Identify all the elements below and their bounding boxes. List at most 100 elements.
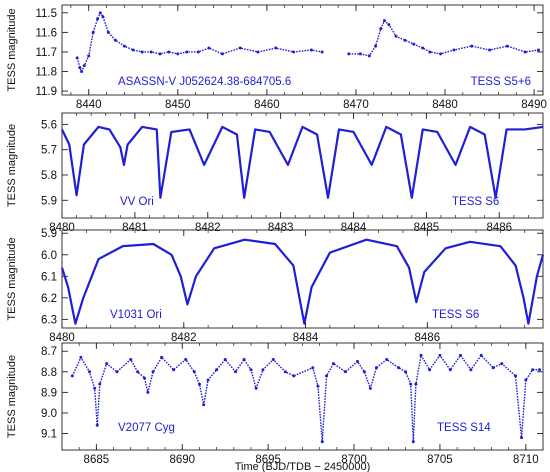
data-point xyxy=(428,368,432,372)
x-tick-label: 8450 xyxy=(165,99,191,111)
data-point xyxy=(379,26,383,30)
data-point xyxy=(374,366,378,370)
data-point xyxy=(136,370,140,374)
data-point xyxy=(105,362,109,366)
data-point xyxy=(98,382,102,386)
data-point xyxy=(254,386,258,390)
data-point xyxy=(172,368,176,372)
data-point xyxy=(452,48,456,52)
data-point xyxy=(96,17,100,21)
data-point xyxy=(397,366,401,370)
light-curve-line xyxy=(61,125,544,199)
x-tick-label: 8695 xyxy=(255,454,281,466)
data-point xyxy=(491,366,495,370)
data-point xyxy=(394,34,398,38)
y-tick-label: 9.0 xyxy=(41,408,57,420)
data-point xyxy=(362,370,366,374)
data-point xyxy=(106,30,110,34)
y-tick-label: 11.8 xyxy=(35,67,57,79)
star-name-label: VV Ori xyxy=(120,196,154,208)
x-tick-label: 8480 xyxy=(49,332,75,344)
data-point xyxy=(320,50,324,54)
data-point xyxy=(382,19,386,23)
data-point xyxy=(537,48,541,52)
x-tick-label: 8484 xyxy=(293,332,319,344)
data-point xyxy=(505,44,509,48)
data-point xyxy=(196,50,200,54)
data-point xyxy=(185,50,189,54)
data-point xyxy=(167,50,171,54)
data-point xyxy=(419,353,423,357)
x-axis-title: Time (BJD/TDB − 2450000) xyxy=(235,461,371,472)
data-point xyxy=(367,54,371,58)
light-curve-points xyxy=(76,11,539,74)
data-point xyxy=(91,30,95,34)
data-point xyxy=(409,382,413,386)
y-tick-label: 5.8 xyxy=(41,170,57,182)
panel-v2077-cyg: 8685 8690 8695 8700 8705 8710 8.7 8.8 8.9 9.0 9.1 T… xyxy=(6,342,544,472)
x-tick-label: 8480 xyxy=(432,99,458,111)
y-axis-title: TESS magnitude xyxy=(6,8,18,91)
data-point xyxy=(238,46,242,50)
y-axis-title: TESS magnitude xyxy=(6,355,18,438)
x-tick-label: 8700 xyxy=(341,454,367,466)
data-point xyxy=(82,64,86,68)
sector-label: TESS S6 xyxy=(432,309,479,321)
x-tick-label: 8481 xyxy=(122,222,148,234)
data-point xyxy=(215,368,219,372)
plot-frame xyxy=(61,229,544,329)
panel-v1031-ori: 8480 8482 8484 8486 5.9 6.0 6.1 6.2 6.3 TESS magn… xyxy=(6,228,545,344)
data-point xyxy=(80,70,84,74)
sector-label: TESS S14 xyxy=(437,422,491,434)
data-point xyxy=(115,370,119,374)
data-point xyxy=(374,44,378,48)
x-tick-label: 8483 xyxy=(268,222,294,234)
y-tick-label: 11.6 xyxy=(35,27,57,39)
x-tick-label: 8482 xyxy=(195,222,221,234)
y-axis-title: TESS magnitude xyxy=(6,124,18,207)
x-tick-label: 8482 xyxy=(171,332,197,344)
data-point xyxy=(234,370,238,374)
data-point xyxy=(283,370,287,374)
y-tick-label: 5.6 xyxy=(41,119,57,131)
data-point xyxy=(98,11,102,15)
y-tick-label: 8.8 xyxy=(41,367,57,379)
data-point xyxy=(520,436,524,440)
light-curve-line xyxy=(60,238,545,325)
data-point xyxy=(113,38,117,42)
data-point xyxy=(75,56,79,60)
data-point xyxy=(404,370,408,374)
data-point xyxy=(242,357,246,361)
data-point xyxy=(514,374,518,378)
data-point xyxy=(93,386,97,390)
y-tick-label: 9.1 xyxy=(41,429,57,441)
panel-asassn-v: 8440 8450 8460 8470 8480 8490 11.5 11.6 11.7 11.8… xyxy=(6,4,547,111)
data-point xyxy=(176,52,180,56)
sector-label: TESS S6 xyxy=(452,196,499,208)
y-tick-label: 5.9 xyxy=(41,195,57,207)
y-tick-label: 5.9 xyxy=(41,228,57,240)
data-point xyxy=(331,362,335,366)
x-tick-label: 8470 xyxy=(343,99,369,111)
y-tick-label: 6.3 xyxy=(41,314,57,326)
x-tick-label: 8486 xyxy=(486,222,512,234)
data-point xyxy=(131,48,135,52)
plot-frame xyxy=(61,112,544,219)
data-point xyxy=(256,50,260,54)
y-tick-label: 8.9 xyxy=(41,387,57,399)
y-tick-label: 11.9 xyxy=(35,86,57,98)
data-point xyxy=(101,15,105,19)
y-tick-label: 11.5 xyxy=(35,8,57,20)
x-tick-label: 8484 xyxy=(341,222,367,234)
data-point xyxy=(411,440,415,444)
data-point xyxy=(206,378,210,382)
star-name-label: V1031 Ori xyxy=(110,309,162,321)
data-point xyxy=(184,357,188,361)
data-point xyxy=(320,440,324,444)
data-point xyxy=(523,50,527,54)
data-point xyxy=(220,52,224,56)
y-tick-label: 8.7 xyxy=(41,346,57,358)
data-point xyxy=(347,52,351,56)
data-point xyxy=(439,52,443,56)
